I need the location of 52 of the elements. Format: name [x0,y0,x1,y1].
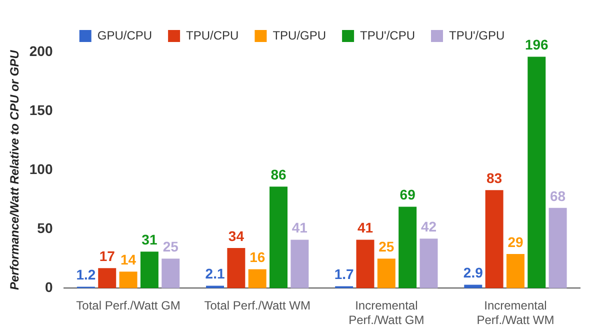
data-label: 69 [400,186,416,203]
bar [398,206,417,288]
x-tick-label: Incremental Perf./Watt WM [476,298,554,328]
bar [248,269,266,288]
data-label: 34 [228,228,244,244]
bar [377,258,396,288]
legend-label: TPU/CPU [186,28,239,42]
bar [356,240,374,288]
legend-label: TPU/GPU [272,28,326,42]
data-label: 41 [292,220,308,236]
data-label: 29 [508,234,524,250]
bar [270,186,288,288]
data-label: 2.1 [205,266,225,282]
x-tick-label: Incremental Perf./Watt GM [348,298,424,328]
bar [206,286,224,288]
bar [485,190,504,288]
legend-label: TPU'/GPU [449,28,505,42]
bar [98,268,116,288]
x-tick-label: Total Perf./Watt WM [204,298,310,313]
bar [140,252,158,288]
data-label: 25 [162,238,179,255]
y-tick-label: 200 [29,42,53,59]
y-tick-label: 100 [29,160,53,177]
bar [506,254,524,288]
data-label: 68 [550,188,566,204]
legend-label: GPU/CPU [97,28,152,42]
bar [548,208,567,288]
bar [528,56,546,288]
bar [162,258,180,288]
data-label: 1.7 [334,266,354,282]
x-tick-label: Total Perf./Watt GM [76,298,180,313]
bar [420,238,438,288]
data-label: 16 [250,249,266,266]
data-label: 196 [524,36,549,53]
data-label: 31 [142,231,158,248]
bar [119,272,138,288]
data-label: 83 [486,170,502,186]
bar [290,240,309,288]
data-label: 41 [357,220,374,236]
bar [227,248,246,288]
data-label: 86 [270,166,287,182]
legend-label: TPU'/CPU [360,28,416,42]
y-tick-label: 150 [29,102,53,118]
data-label: 17 [99,248,116,264]
data-label: 14 [120,252,136,268]
y-tick-label: 0 [44,279,53,296]
data-label: 2.9 [463,264,484,281]
data-label: 1.2 [76,266,96,283]
data-label: 25 [378,238,394,255]
y-tick-label: 50 [37,220,53,236]
data-label: 42 [420,218,437,234]
y-axis-title: Performance/Watt Relative to CPU or GPU [8,50,22,290]
